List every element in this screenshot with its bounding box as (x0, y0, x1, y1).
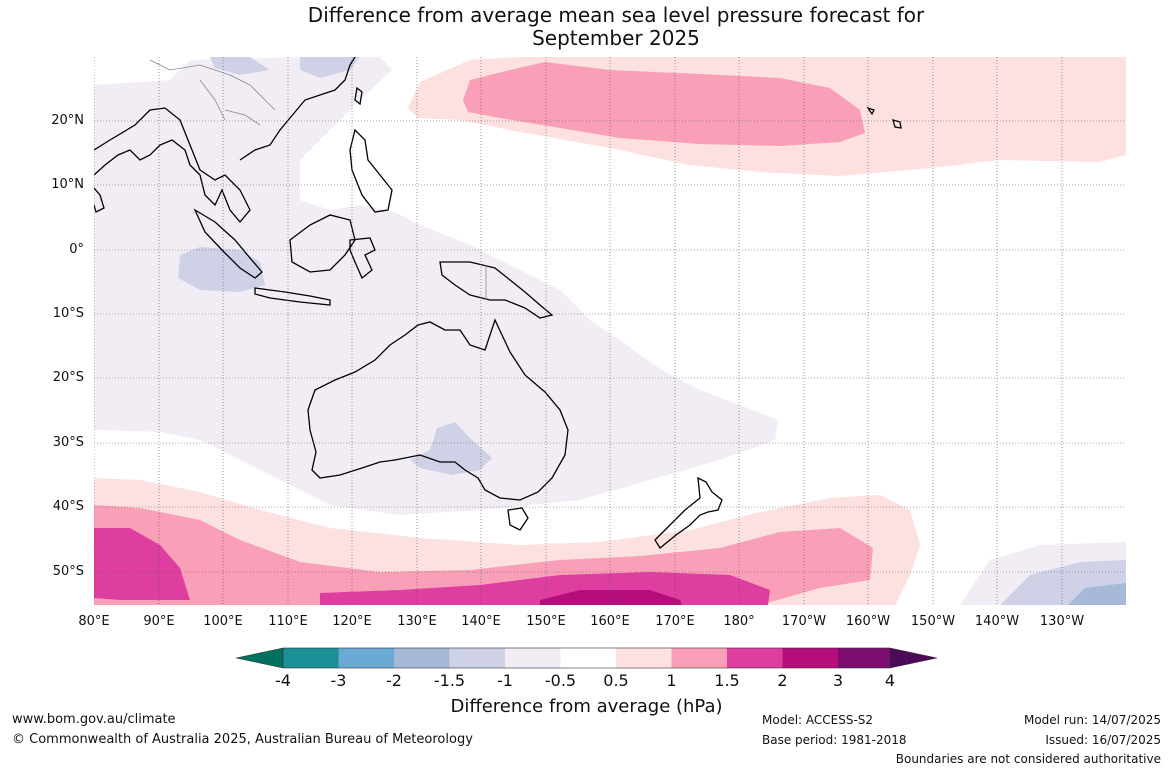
boundaries-disclaimer: Boundaries are not considered authoritat… (895, 752, 1161, 766)
colorbar-bin (283, 648, 339, 668)
issued-info: Issued: 16/07/2025 (1045, 733, 1161, 747)
colorbar-tick: 1 (666, 671, 677, 690)
lon-label: 140°E (461, 614, 501, 629)
colorbar-tick: -0.5 (544, 671, 577, 690)
lon-label: 130°E (397, 614, 437, 629)
lon-label: 110°E (268, 614, 308, 629)
lon-label: 160°E (590, 614, 630, 629)
copyright-notice: © Commonwealth of Australia 2025, Austra… (12, 732, 473, 747)
colorbar-bin (838, 648, 890, 668)
hawaii-coastline (866, 106, 902, 129)
colorbar-title: Difference from average (hPa) (450, 696, 723, 717)
lon-label: 170°E (655, 614, 695, 629)
colorbar-tick: 1.5 (714, 671, 740, 690)
negative-anomaly-southeast-inner (1068, 583, 1126, 605)
graticule (94, 57, 1126, 605)
negative-anomaly-patch-australia (410, 422, 492, 475)
sumatra-coastline (193, 208, 263, 279)
model-info: Model: ACCESS-S2 (762, 713, 874, 727)
australia-coastline (307, 318, 569, 501)
negative-anomaly-patch-north (210, 57, 360, 78)
lon-label: 130°W (1039, 614, 1085, 629)
colorbar-extend-low (235, 647, 284, 669)
colorbar-tick: -1 (497, 671, 513, 690)
lon-label: 170°W (781, 614, 827, 629)
lat-label: 40°S (52, 499, 84, 514)
lat-label: 50°S (52, 564, 84, 579)
colorbar-tick: -1.5 (433, 671, 466, 690)
lat-label: 10°S (52, 306, 84, 321)
colorbar-tick: -2 (386, 671, 402, 690)
colorbar (235, 647, 938, 669)
negative-anomaly-region-west (94, 57, 778, 515)
lon-label: 150°E (526, 614, 566, 629)
java-coastline (254, 287, 331, 306)
map-title: Difference from average mean sea level p… (0, 4, 1173, 50)
tasmania-coastline (507, 507, 529, 531)
colorbar-bin (338, 648, 394, 668)
website-link[interactable]: www.bom.gov.au/climate (12, 712, 176, 727)
taiwan-coastline (354, 86, 363, 106)
colorbar-bin (560, 648, 616, 668)
map-panel (94, 57, 1126, 605)
colorbar-bin (782, 648, 838, 668)
colorbar-bin (671, 648, 727, 668)
country-borders (149, 59, 487, 300)
map-title-line1: Difference from average mean sea level p… (307, 3, 925, 27)
lon-label: 90°E (143, 614, 175, 629)
sulawesi-coastline (349, 237, 376, 280)
colorbar-bin (449, 648, 505, 668)
lat-label: 10°N (51, 177, 84, 192)
positive-anomaly-north-pacific-inner (463, 62, 865, 146)
sri-lanka-coastline (94, 187, 105, 213)
colorbar-tick: 3 (832, 671, 844, 690)
coastlines (94, 57, 902, 549)
colorbar-bin (727, 648, 783, 668)
philippines-coastline (349, 128, 393, 213)
new-zealand-coastline (654, 476, 723, 549)
model-run-info: Model run: 14/07/2025 (1023, 713, 1161, 727)
lat-label: 20°S (52, 370, 84, 385)
base-period-info: Base period: 1981-2018 (762, 733, 907, 747)
colorbar-bin (394, 648, 450, 668)
map-title-line2: September 2025 (532, 26, 700, 50)
negative-anomaly-patch-indian-ocean (178, 247, 265, 292)
colorbar-bin (505, 648, 561, 668)
colorbar-extend-high (889, 647, 938, 669)
colorbar-bin (616, 648, 672, 668)
lon-label: 120°E (332, 614, 372, 629)
positive-anomaly-southern-ocean-3 (540, 590, 682, 605)
colorbar-tick: 4 (884, 671, 896, 690)
colorbar-tick: 0.5 (603, 671, 629, 690)
lon-label: 140°W (974, 614, 1020, 629)
lon-label: 100°E (203, 614, 243, 629)
colorbar-tick: 2 (777, 671, 788, 690)
new-guinea-coastline (439, 261, 554, 319)
lon-label: 150°W (910, 614, 956, 629)
lat-label: 0° (69, 242, 84, 257)
colorbar-frame (282, 647, 891, 669)
colorbar-tick: -4 (275, 671, 291, 690)
lon-label: 160°W (845, 614, 891, 629)
asia-mainland-coastline (94, 57, 356, 224)
lat-label: 30°S (52, 435, 84, 450)
colorbar-tick: -3 (330, 671, 347, 690)
positive-anomaly-southern-ocean-2 (94, 528, 770, 605)
lon-label: 180° (723, 614, 755, 629)
lon-label: 80°E (78, 614, 110, 629)
lat-label: 20°N (51, 113, 84, 128)
